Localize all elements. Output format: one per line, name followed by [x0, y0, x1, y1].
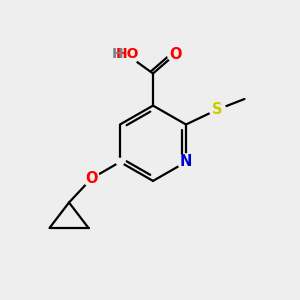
Circle shape — [209, 101, 226, 118]
Text: H: H — [112, 47, 124, 61]
Circle shape — [167, 46, 184, 62]
Circle shape — [113, 41, 139, 67]
Text: O: O — [85, 171, 98, 186]
Circle shape — [83, 170, 100, 187]
Text: O: O — [169, 46, 182, 62]
Text: HO: HO — [116, 47, 139, 61]
Text: S: S — [212, 102, 223, 117]
Circle shape — [116, 158, 124, 166]
Text: N: N — [180, 154, 192, 169]
Circle shape — [178, 154, 194, 170]
